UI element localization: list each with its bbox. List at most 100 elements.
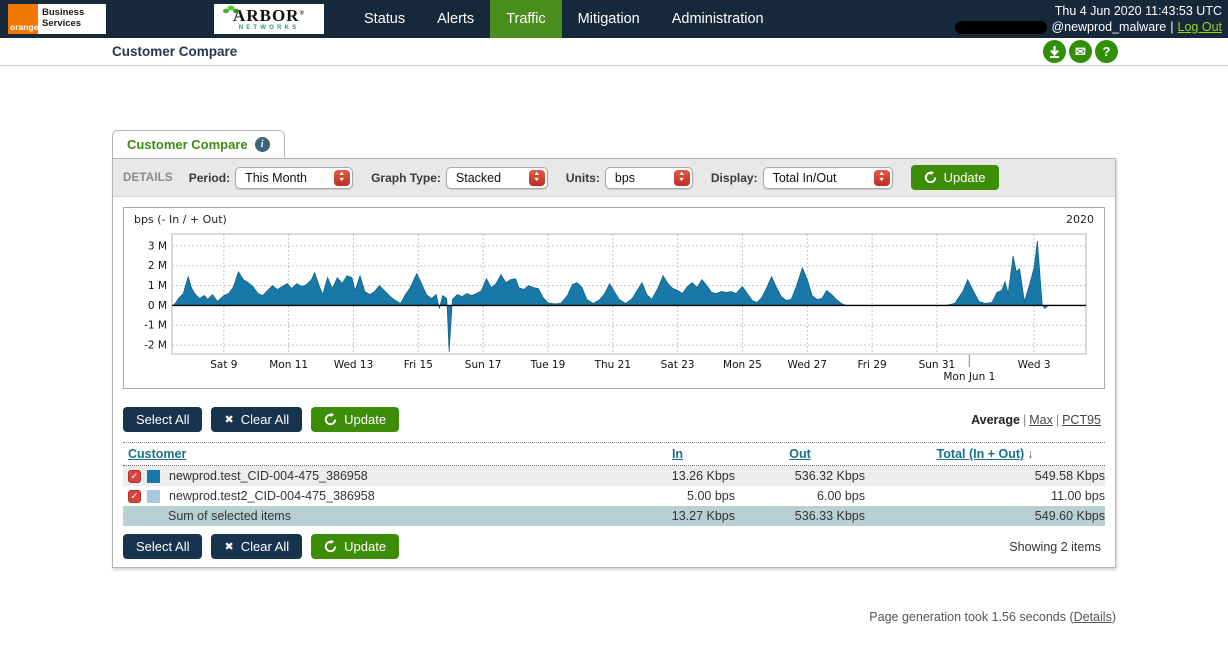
series-color-swatch — [147, 469, 160, 483]
info-icon[interactable]: i — [254, 137, 270, 152]
customer-name: newprod.test_CID-004-475_386958 — [169, 469, 368, 483]
svg-text:Wed 13: Wed 13 — [334, 359, 374, 371]
traffic-chart: bps (- In / + Out) 2020 3 M 2 M 1 M 0 M -1 M… — [123, 207, 1105, 389]
units-select[interactable]: bps ▲ ▼ — [604, 166, 693, 189]
select-all-button-top[interactable]: Select All — [123, 407, 203, 432]
svg-text:0 M: 0 M — [148, 300, 167, 312]
stat-link-pct95[interactable]: PCT95 — [1062, 412, 1101, 427]
chart-plot-area: 3 M 2 M 1 M 0 M -1 M -2 M Sat 9 Mon 11 Wed 13 Fri… — [132, 228, 1096, 386]
refresh-icon — [924, 171, 936, 184]
download-icon[interactable] — [1043, 40, 1066, 63]
col-header-in-link[interactable]: In — [671, 447, 684, 461]
nav-item-status[interactable]: Status — [364, 11, 406, 27]
col-header-out: Out — [735, 447, 865, 461]
svg-text:Sun 17: Sun 17 — [465, 359, 502, 371]
stat-link-average: Average — [971, 412, 1020, 427]
svg-text:Mon 11: Mon 11 — [269, 359, 308, 371]
update-button-toolbar[interactable]: Update — [910, 165, 999, 190]
arbor-leaf-icon — [223, 5, 239, 14]
details-caption: DETAILS — [123, 171, 173, 184]
orange-business-services-logo: orange Business Services — [8, 4, 106, 34]
customer-compare-panel: DETAILS Period: This Month ▲ ▼ Graph Type… — [112, 158, 1116, 568]
x-icon: ✖ — [224, 541, 234, 553]
svg-text:Mon 25: Mon 25 — [723, 359, 762, 371]
sum-label: Sum of selected items — [168, 509, 291, 523]
refresh-icon — [325, 413, 337, 426]
chart-y-axis-label: bps (- In / + Out) — [134, 213, 227, 226]
stat-mode-links: Average | Max | PCT95 — [971, 413, 1101, 427]
display-select[interactable]: Total In/Out ▲ ▼ — [762, 166, 893, 189]
update-button-mid[interactable]: Update — [311, 407, 400, 432]
refresh-icon — [325, 540, 337, 553]
graph-type-label: Graph Type: — [371, 170, 441, 185]
total-cell: 549.58 Kbps — [1034, 469, 1105, 483]
details-toolbar: DETAILS Period: This Month ▲ ▼ Graph Type… — [113, 159, 1115, 197]
details-link[interactable]: Details — [1073, 610, 1112, 624]
units-label: Units: — [565, 170, 600, 185]
display-label: Display: — [710, 170, 758, 185]
svg-text:Sat 23: Sat 23 — [661, 359, 695, 371]
col-header-customer: Customer — [123, 447, 620, 461]
orange-logo-square: orange — [8, 4, 38, 34]
update-button-bottom[interactable]: Update — [311, 534, 400, 559]
customer-cell: ✓ newprod.test_CID-004-475_386958 — [123, 469, 620, 483]
logout-link[interactable]: Log Out — [1177, 20, 1222, 34]
page-title: Customer Compare — [112, 44, 238, 59]
row-checkbox[interactable]: ✓ — [128, 469, 141, 483]
out-cell: 536.32 Kbps — [794, 469, 865, 483]
showing-items-count: Showing 2 items — [1009, 539, 1101, 554]
nav-item-mitigation[interactable]: Mitigation — [577, 11, 640, 27]
col-header-in: In — [620, 447, 735, 461]
email-icon[interactable]: ✉ — [1069, 40, 1092, 63]
sort-descending-icon: ↓ — [1027, 447, 1034, 461]
svg-text:Wed 27: Wed 27 — [787, 359, 827, 371]
arbor-networks-logo: ARBOR® NETWORKS — [214, 4, 324, 34]
period-select[interactable]: This Month ▲ ▼ — [235, 166, 354, 189]
series-color-swatch — [147, 489, 160, 503]
tab-label: Customer Compare — [127, 137, 248, 152]
help-icon[interactable]: ? — [1095, 40, 1118, 63]
separator: | — [1170, 20, 1174, 34]
datetime-display: Thu 4 Jun 2020 11:43:53 UTC — [1054, 3, 1222, 18]
svg-text:Fri 29: Fri 29 — [857, 359, 886, 371]
row-checkbox[interactable]: ✓ — [128, 489, 141, 503]
tab-customer-compare[interactable]: Customer Compare i — [112, 130, 285, 158]
redacted-username — [955, 20, 1048, 34]
stat-link-max[interactable]: Max — [1029, 412, 1053, 427]
period-label: Period: — [188, 170, 231, 185]
svg-text:2 M: 2 M — [148, 260, 167, 272]
col-header-customer-link[interactable]: Customer — [128, 447, 187, 461]
select-stepper-icon: ▲ ▼ — [528, 169, 545, 186]
svg-text:1 M: 1 M — [148, 280, 167, 292]
col-header-total: Total (In + Out) ↓ — [865, 447, 1105, 461]
nav-item-traffic[interactable]: Traffic — [490, 0, 562, 38]
nav-item-administration[interactable]: Administration — [671, 11, 764, 27]
select-all-button-bottom[interactable]: Select All — [123, 534, 203, 559]
page-title-bar: Customer Compare ✉ ? — [0, 38, 1228, 66]
svg-text:Mon Jun 1: Mon Jun 1 — [943, 371, 995, 383]
col-header-total-link[interactable]: Total (In + Out) — [936, 447, 1025, 461]
clear-all-button-bottom[interactable]: ✖ Clear All — [211, 534, 303, 559]
svg-text:Sun 31: Sun 31 — [919, 359, 956, 371]
clear-all-button-top[interactable]: ✖ Clear All — [211, 407, 303, 432]
x-icon: ✖ — [224, 414, 234, 426]
graph-type-select[interactable]: Stacked ▲ ▼ — [445, 166, 548, 189]
select-stepper-icon: ▲ ▼ — [334, 169, 351, 186]
svg-text:Sat 9: Sat 9 — [210, 359, 237, 371]
separator: | — [1055, 412, 1060, 427]
separator: | — [1022, 412, 1027, 427]
arbor-networks-sub: NETWORKS — [238, 25, 300, 31]
orange-logo-text: Business Services — [42, 7, 85, 29]
nav-item-alerts[interactable]: Alerts — [437, 11, 475, 27]
svg-text:Fri 15: Fri 15 — [404, 359, 433, 371]
chart-controls-row: Select All ✖ Clear All Update Average | Max… — [113, 399, 1115, 440]
sum-row: Sum of selected items 13.27 Kbps 536.33 Kb… — [123, 506, 1105, 526]
col-header-out-link[interactable]: Out — [789, 447, 811, 461]
table-row: ✓ newprod.test_CID-004-475_386958 13.26 Kb… — [123, 466, 1105, 486]
in-cell: 13.26 Kbps — [671, 469, 735, 483]
page-generation-note: Page generation took 1.56 seconds (Detai… — [869, 610, 1116, 624]
account-name: @newprod_malware — [1051, 20, 1167, 34]
svg-text:Thu 21: Thu 21 — [594, 359, 631, 371]
in-cell: 5.00 bps — [687, 489, 735, 503]
customer-name: newprod.test2_CID-004-475_386958 — [169, 489, 375, 503]
